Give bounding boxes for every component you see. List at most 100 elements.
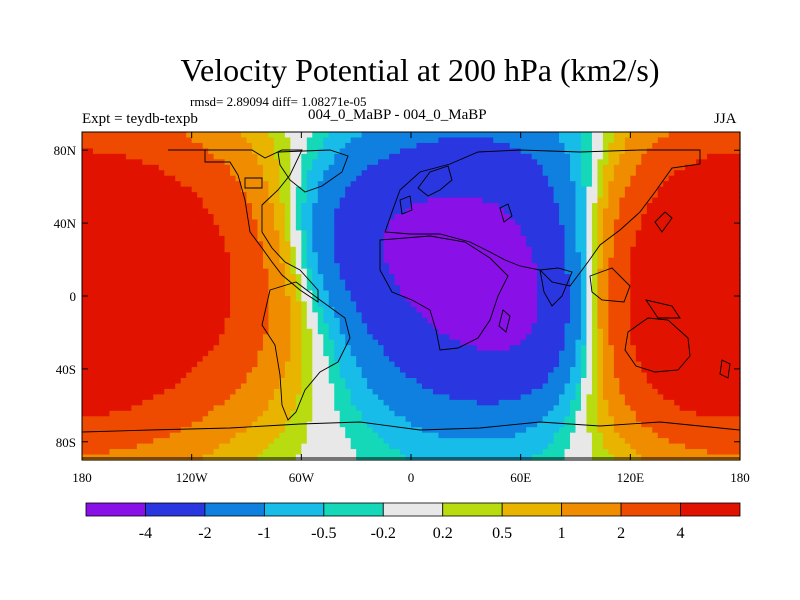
contour-cell — [197, 361, 259, 368]
contour-cell — [306, 257, 319, 264]
contour-cell — [312, 328, 319, 335]
contour-cell — [619, 214, 642, 221]
contour-cell — [306, 323, 319, 330]
contour-cell — [575, 230, 588, 237]
contour-cell — [570, 159, 582, 166]
contour-cell — [613, 175, 631, 182]
contour-cell — [312, 159, 335, 166]
contour-cell — [586, 356, 593, 363]
contour-cell — [208, 350, 259, 357]
contour-cell — [230, 263, 264, 270]
contour-cell — [241, 383, 280, 390]
contour-cell — [630, 323, 741, 330]
contour-cell — [597, 230, 604, 237]
contour-cell — [498, 203, 560, 210]
contour-cell — [553, 192, 577, 199]
contour-cell — [213, 219, 259, 226]
contour-cell — [251, 203, 275, 210]
contour-cell — [317, 186, 346, 193]
contour-cell — [580, 372, 588, 379]
contour-cell — [564, 268, 582, 275]
contour-cell — [230, 285, 270, 292]
contour-cell — [421, 427, 527, 434]
contour-cell — [400, 285, 538, 292]
contour-cell — [301, 246, 308, 253]
contour-cell — [564, 328, 582, 335]
contour-cell — [339, 263, 390, 270]
contour-cell — [361, 132, 560, 139]
contour-cell — [290, 208, 297, 215]
contour-cell — [641, 219, 741, 226]
contour-cell — [284, 214, 291, 221]
contour-cell — [334, 208, 407, 215]
contour-cell — [312, 230, 335, 237]
contour-cell — [597, 345, 604, 352]
contour-cell — [619, 432, 659, 439]
y-tick-label: 80S — [56, 435, 76, 450]
contour-cell — [306, 192, 319, 199]
contour-cell — [608, 317, 631, 324]
contour-cell — [301, 257, 308, 264]
contour-cell — [559, 350, 577, 357]
contour-cell — [82, 153, 127, 160]
contour-cell — [306, 241, 313, 248]
contour-cell — [328, 328, 341, 335]
contour-cell — [290, 186, 297, 193]
contour-cell — [235, 388, 275, 395]
contour-cell — [284, 372, 302, 379]
contour-cell — [559, 137, 582, 144]
y-tick-label: 80N — [54, 143, 77, 158]
contour-cell — [257, 159, 280, 166]
contour-cell — [230, 306, 270, 313]
contour-cell — [602, 345, 615, 352]
contour-cell — [630, 312, 741, 319]
contour-cell — [82, 246, 226, 253]
contour-cell — [82, 197, 204, 204]
contour-cell — [219, 443, 270, 450]
x-tick-label: 60W — [289, 470, 315, 485]
contour-cell — [82, 394, 154, 401]
contour-cell — [82, 285, 231, 292]
colorbar-swatch — [680, 502, 741, 517]
contour-cell — [334, 345, 352, 352]
contour-cell — [641, 367, 741, 374]
contour-cell — [317, 263, 341, 270]
contour-cell — [586, 427, 599, 434]
contour-cell — [624, 192, 659, 199]
contour-cell — [191, 421, 253, 428]
contour-cell — [531, 323, 566, 330]
contour-cell — [312, 399, 335, 406]
contour-cell — [350, 296, 407, 303]
contour-cell — [526, 334, 566, 341]
contour-cell — [580, 317, 588, 324]
contour-cell — [219, 224, 259, 231]
contour-cell — [531, 328, 566, 335]
contour-cell — [597, 159, 609, 166]
contour-cell — [586, 334, 593, 341]
contour-cell — [597, 268, 609, 275]
contour-cell — [295, 263, 302, 270]
contour-cell — [235, 175, 264, 182]
contour-cell — [339, 148, 401, 155]
contour-cell — [317, 296, 330, 303]
contour-cell — [591, 449, 609, 456]
contour-cell — [312, 203, 341, 210]
contour-cell — [180, 378, 248, 385]
contour-cell — [586, 285, 593, 292]
contour-cell — [531, 388, 566, 395]
contour-cell — [372, 427, 423, 434]
contour-cell — [608, 285, 631, 292]
contour-cell — [597, 306, 609, 313]
contour-cell — [224, 323, 270, 330]
contour-cell — [301, 317, 308, 324]
contour-cell — [580, 279, 588, 286]
contour-cell — [301, 181, 308, 188]
contour-cell — [564, 388, 577, 395]
contour-cell — [284, 285, 297, 292]
contour-cell — [82, 268, 231, 275]
contour-cell — [559, 132, 582, 139]
contour-cell — [400, 290, 538, 297]
contour-cell — [586, 339, 593, 346]
contour-cell — [317, 268, 341, 275]
colorbar-swatch — [204, 502, 265, 517]
